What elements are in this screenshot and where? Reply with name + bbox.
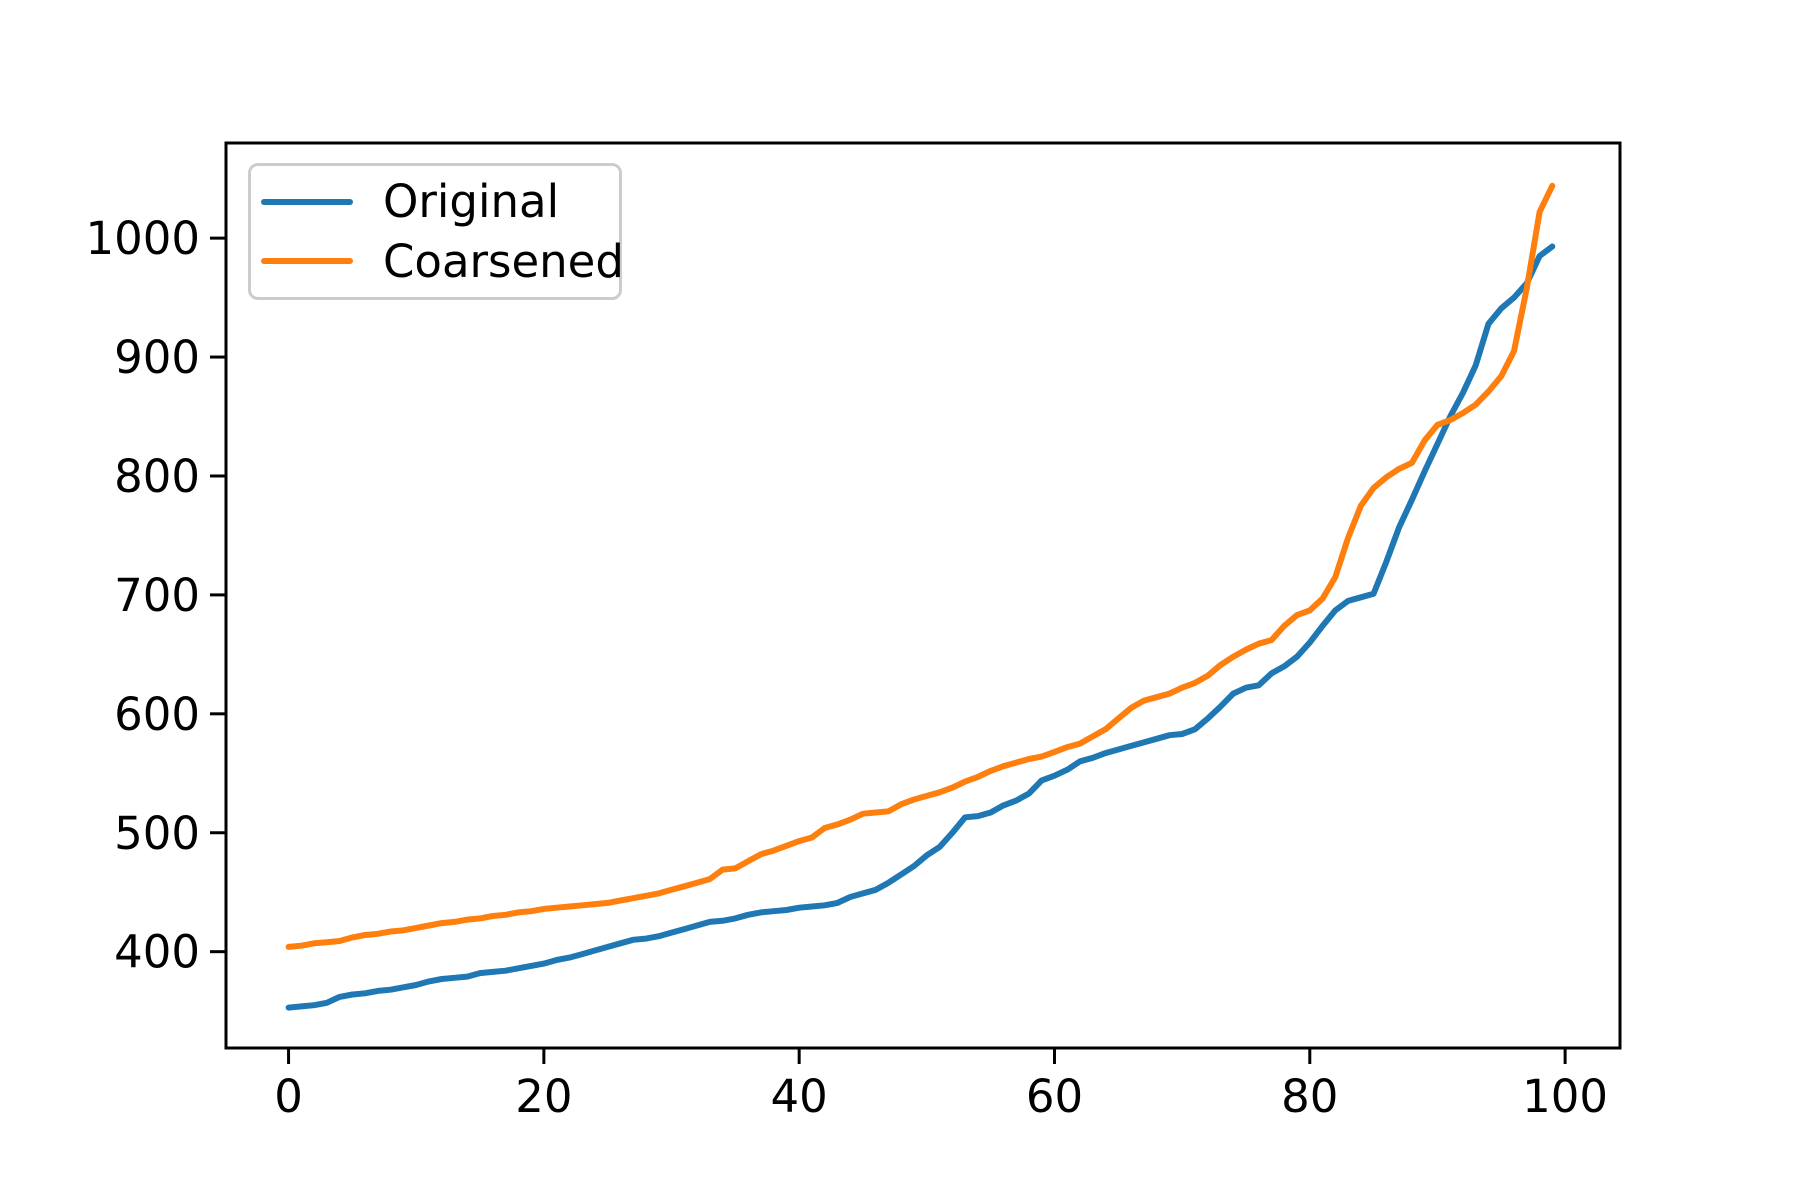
y-tick-label: 800	[114, 450, 200, 503]
x-tick-label: 60	[1026, 1070, 1083, 1123]
legend-line-sample-coarsened	[261, 258, 353, 265]
series-line-original	[285, 243, 1556, 1011]
legend-label-coarsened: Coarsened	[383, 234, 624, 288]
x-tick-label: 0	[274, 1070, 303, 1123]
legend: Original Coarsened	[248, 163, 624, 300]
y-tick-label: 700	[114, 569, 200, 622]
x-tick-label: 20	[515, 1070, 572, 1123]
legend-entry-original: Original	[251, 179, 619, 224]
y-tick-label: 1000	[85, 212, 200, 265]
legend-label-original: Original	[383, 175, 560, 229]
legend-entry-coarsened: Coarsened	[251, 239, 624, 284]
series-line-coarsened	[285, 182, 1556, 950]
y-tick-label: 600	[114, 688, 200, 741]
y-tick-label: 500	[114, 807, 200, 860]
legend-line-sample-original	[261, 198, 353, 205]
x-tick-label: 40	[771, 1070, 828, 1123]
y-tick-label: 400	[114, 926, 200, 979]
x-tick-label: 100	[1522, 1070, 1608, 1123]
x-tick-label: 80	[1281, 1070, 1338, 1123]
y-tick-label: 900	[114, 331, 200, 384]
